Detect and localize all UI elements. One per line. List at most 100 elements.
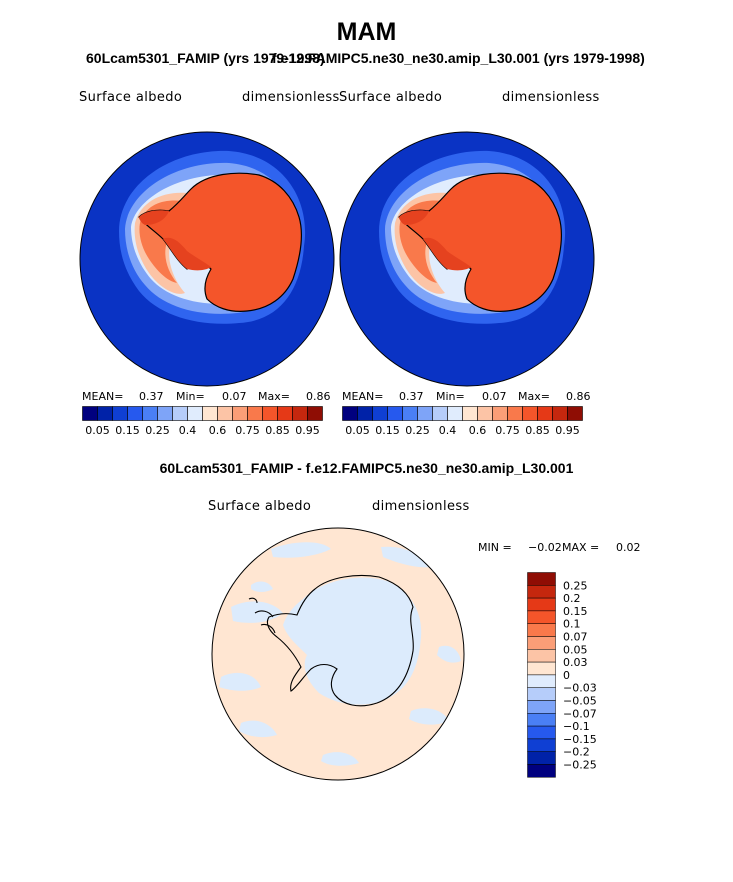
panel-2-colorbar-cell	[342, 406, 358, 421]
difference-colorbar-cell	[527, 713, 556, 727]
panel-2-colorbar-cell	[462, 406, 478, 421]
panel-1-colorbar-cell	[82, 406, 98, 421]
difference-colorbar-cell	[527, 649, 556, 663]
panel-1-colorbar-cell	[262, 406, 278, 421]
panel-1-colorbar-cell	[217, 406, 233, 421]
panel-2-colorbar-cell	[477, 406, 493, 421]
panel-1-colorbar-cell	[142, 406, 158, 421]
panel-2-colorbar-tick-label: 0.15	[375, 424, 400, 437]
difference-colorbar-cell	[527, 661, 556, 676]
difference-variable-label: Surface albedo	[208, 499, 312, 514]
difference-units-label: dimensionless	[372, 499, 470, 514]
panel-1-colorbar-tick-label: 0.75	[235, 424, 260, 437]
difference-colorbar-cell	[527, 610, 556, 624]
difference-colorbar-cell	[527, 751, 556, 765]
panel-2-colorbar-cell	[447, 406, 463, 421]
panel-1-colorbar-cell	[202, 406, 218, 421]
panel-1-colorbar-cell	[292, 406, 308, 421]
difference-colorbar-tick-label: 0.15	[563, 605, 588, 618]
continent-albedo	[398, 172, 563, 312]
panel-1-colorbar-tick-label: 0.4	[179, 424, 197, 437]
difference-max-value: 0.02	[616, 541, 641, 554]
difference-colorbar-tick-label: −0.1	[563, 720, 590, 733]
panel-1-colorbar-cell	[277, 406, 293, 421]
panel-2-colorbar-tick-label: 0.75	[495, 424, 520, 437]
panel-1-colorbar-tick-label: 0.25	[145, 424, 170, 437]
panel-2-colorbar-tick-label: 0.6	[469, 424, 487, 437]
panel-2-mean-value: 0.37	[399, 390, 424, 403]
panel-1-mean-value: 0.37	[139, 390, 164, 403]
panel-2-colorbar-tick-label: 0.25	[405, 424, 430, 437]
difference-colorbar-cell	[527, 738, 556, 752]
difference-colorbar-cell	[527, 700, 556, 714]
panel-2-title: f.e12.FAMIPC5.ne30_ne30.amip_L30.001 (yr…	[272, 50, 645, 66]
panel-1-colorbar-tick-label: 0.6	[209, 424, 227, 437]
difference-colorbar-cell	[527, 597, 556, 612]
panel-1-colorbar: 0.05 0.15 0.25 0.4 0.6 0.75 0.85 0.95	[82, 406, 323, 437]
panel-1-title: 60Lcam5301_FAMIP (yrs 1979-1998)	[86, 50, 325, 66]
panel-1-colorbar-cell	[187, 406, 203, 421]
panel-1-colorbar-cell	[112, 406, 128, 421]
panel-2-max-value: 0.86	[566, 390, 591, 403]
difference-min-value: −0.02	[528, 541, 562, 554]
panel-1-colorbar-cell	[157, 406, 173, 421]
panel-2-colorbar-cell	[417, 406, 433, 421]
difference-colorbar-tick-label: −0.07	[563, 707, 597, 720]
difference-polar-map	[211, 527, 465, 781]
difference-colorbar-cell	[527, 572, 556, 586]
panel-2-min-label: Min=	[436, 390, 465, 403]
difference-colorbar-tick-label: 0.25	[563, 579, 588, 592]
panel-2-colorbar-tick-label: 0.85	[525, 424, 550, 437]
panel-2-colorbar-cell	[357, 406, 373, 421]
difference-colorbar-cell	[527, 623, 556, 637]
panel-2-colorbar-cell	[537, 406, 553, 421]
panel-1-units-label: dimensionless	[242, 90, 340, 105]
difference-colorbar-tick-label: 0.07	[563, 631, 588, 644]
panel-2-colorbar-cell	[402, 406, 418, 421]
difference-colorbar-cell	[527, 687, 556, 701]
negative-diff-patches	[219, 542, 461, 766]
panel-2-colorbar-cell	[387, 406, 403, 421]
continent-albedo	[138, 172, 303, 312]
panel-2-colorbar-tick-label: 0.4	[439, 424, 457, 437]
difference-colorbar-cell	[527, 585, 556, 599]
difference-colorbar: 0.250.20.150.10.070.050.030−0.03−0.05−0.…	[527, 572, 597, 778]
panel-1-colorbar-cell	[247, 406, 263, 421]
panel-1-polar-map	[79, 131, 335, 387]
difference-colorbar-tick-label: −0.05	[563, 695, 597, 708]
panel-1-max-label: Max=	[258, 390, 290, 403]
difference-min-label: MIN =	[478, 541, 512, 554]
panel-2-colorbar-cell	[552, 406, 568, 421]
panel-1-colorbar-cell	[232, 406, 248, 421]
panel-2-polar-map	[339, 131, 595, 387]
difference-title: 60Lcam5301_FAMIP - f.e12.FAMIPC5.ne30_ne…	[159, 460, 574, 476]
panel-2-colorbar-tick-label: 0.05	[345, 424, 370, 437]
panel-2-units-label: dimensionless	[502, 90, 600, 105]
difference-colorbar-tick-label: −0.25	[563, 759, 597, 772]
difference-colorbar-cell	[527, 764, 556, 778]
panel-2-colorbar-cell	[492, 406, 508, 421]
panel-2-colorbar-cell	[432, 406, 448, 421]
difference-colorbar-tick-label: −0.2	[563, 746, 590, 759]
panel-2-variable-label: Surface albedo	[339, 90, 443, 105]
difference-colorbar-cell	[527, 674, 556, 688]
difference-colorbar-cell	[527, 725, 556, 740]
difference-colorbar-tick-label: 0.05	[563, 643, 588, 656]
panel-2-colorbar: 0.05 0.15 0.25 0.4 0.6 0.75 0.85 0.95	[342, 406, 583, 437]
panel-2-colorbar-cell	[567, 406, 583, 421]
panel-2-colorbar-cell	[522, 406, 538, 421]
panel-1-colorbar-cell	[97, 406, 113, 421]
panel-1-variable-label: Surface albedo	[79, 90, 183, 105]
panel-2-colorbar-cell	[507, 406, 523, 421]
panel-2-min-value: 0.07	[482, 390, 507, 403]
difference-colorbar-tick-label: −0.03	[563, 682, 597, 695]
panel-1-colorbar-cell	[307, 406, 323, 421]
panel-1-colorbar-tick-label: 0.95	[295, 424, 320, 437]
difference-colorbar-tick-label: 0.2	[563, 592, 581, 605]
panel-2-colorbar-cell	[372, 406, 388, 421]
panel-2-colorbar-tick-label: 0.95	[555, 424, 580, 437]
panel-1-min-label: Min=	[176, 390, 205, 403]
difference-colorbar-cell	[527, 636, 556, 650]
panel-2-mean-label: MEAN=	[342, 390, 384, 403]
panel-1-max-value: 0.86	[306, 390, 331, 403]
